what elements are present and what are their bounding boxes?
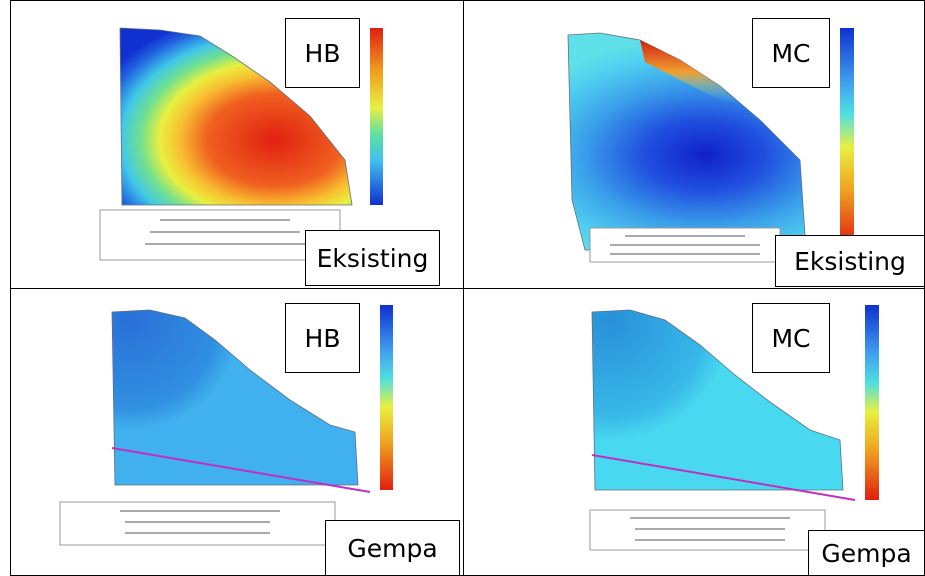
model-label: MC	[752, 303, 830, 373]
caption-box	[60, 502, 335, 545]
page: HB Eksisting MC Eksisting HB Gempa MC Ge…	[0, 0, 925, 576]
model-label: HB	[285, 18, 360, 88]
color-bar	[380, 305, 393, 490]
color-bar	[370, 28, 383, 205]
color-bar	[865, 305, 879, 500]
caption-box	[100, 210, 340, 260]
condition-label: Eksisting	[775, 235, 925, 287]
model-label: MC	[752, 18, 830, 88]
condition-label: Eksisting	[305, 230, 440, 286]
color-bar	[840, 28, 854, 245]
condition-label: Gempa	[325, 520, 460, 576]
condition-label: Gempa	[808, 530, 925, 576]
model-label: HB	[285, 303, 360, 373]
